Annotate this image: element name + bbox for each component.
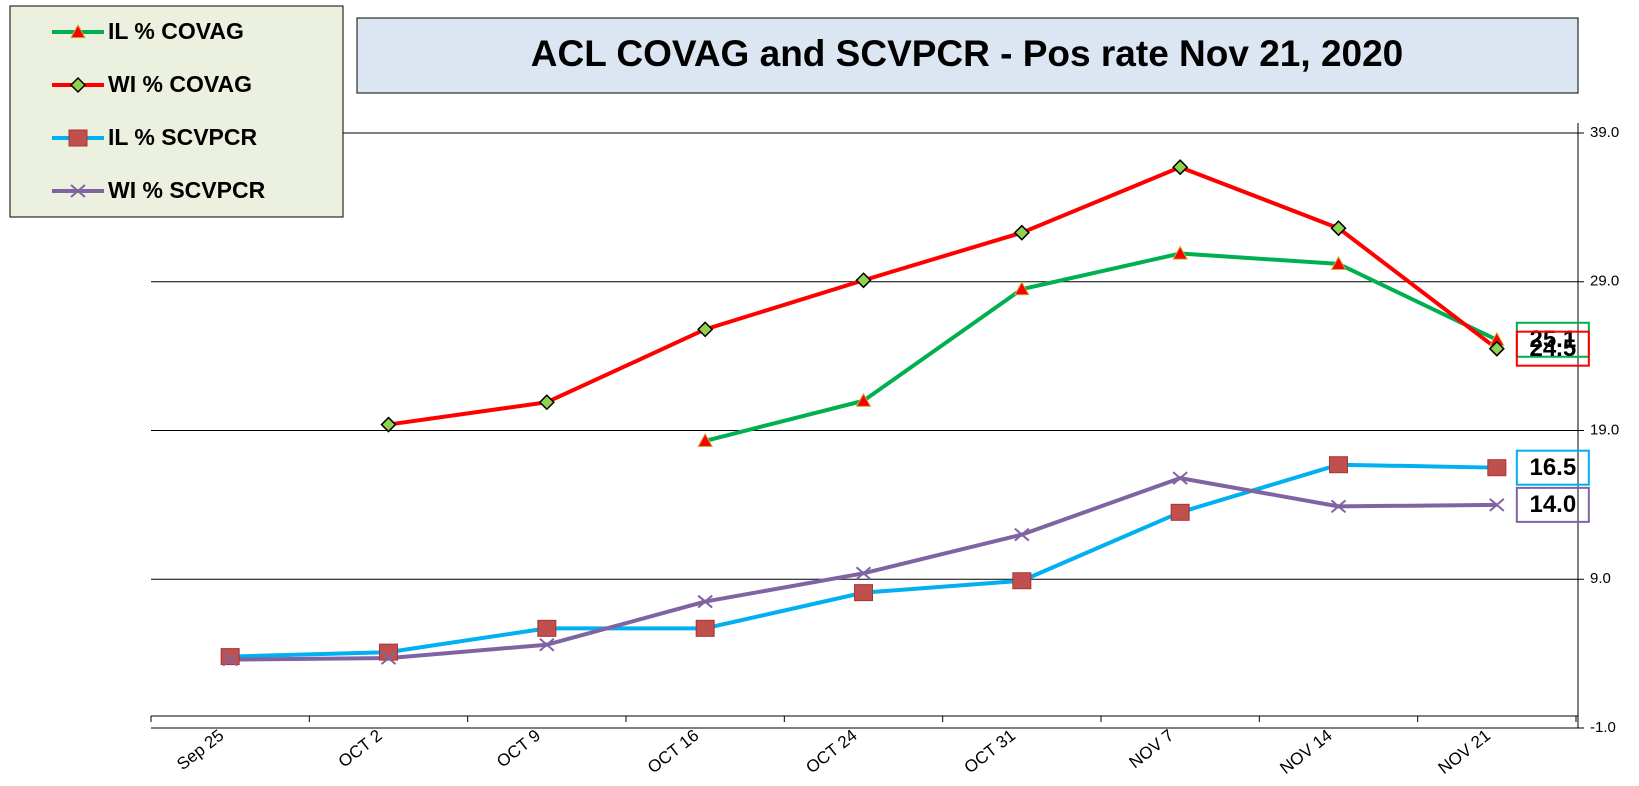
marker [380,651,397,665]
series-line [230,462,1497,659]
series-line [230,476,1497,662]
data-label: 24.5 [1529,335,1576,362]
x-tick-label: OCT 9 [493,726,544,772]
x-tick-label: OCT 16 [644,726,702,777]
data-label: 25.1 [1529,326,1576,353]
marker [1013,224,1030,241]
marker [537,619,557,637]
marker [1172,245,1189,260]
marker [697,594,713,609]
marker [1330,255,1347,270]
marker [380,416,397,433]
x-tick-label: NOV 21 [1435,726,1494,778]
legend-box [9,5,344,218]
marker [69,76,87,94]
marker [1329,456,1348,474]
y-tick-label: 39.0 [1590,124,1619,141]
series-line [388,165,1499,427]
marker [1172,471,1188,485]
marker [1330,499,1347,514]
data-label-box [1515,330,1590,367]
data-label-box [1515,449,1590,486]
y-tick-label: -1.0 [1590,719,1616,736]
chart-title: ACL COVAG and SCVPCR - Pos rate Nov 21, … [531,33,1404,74]
marker [539,637,555,652]
marker [1172,159,1189,176]
marker [538,394,555,411]
marker [1330,220,1347,237]
marker [697,321,714,338]
x-tick-label: NOV 14 [1276,726,1335,778]
legend-label: WI % SCVPCR [108,177,266,203]
data-label: 16.5 [1529,454,1576,481]
x-tick-label: OCT 24 [802,726,860,777]
x-tick-label: OCT 2 [335,726,386,772]
marker [854,584,873,602]
y-tick-label: 9.0 [1590,570,1611,587]
legend-label: WI % COVAG [108,71,252,97]
series-line [704,251,1498,443]
x-tick-label: NOV 7 [1125,726,1177,772]
marker [1487,459,1507,477]
marker [68,129,88,147]
marker [70,184,86,198]
title-box [356,17,1579,94]
x-tick-label: Sep 25 [173,726,227,774]
marker [855,272,872,289]
marker [1014,527,1030,542]
marker [855,392,872,407]
marker [70,23,86,39]
data-label-box [1515,486,1590,523]
marker [695,619,715,637]
legend-label: IL % SCVPCR [108,124,257,150]
marker [379,643,398,661]
marker [1013,281,1030,296]
marker [1488,340,1505,357]
y-tick-label: 19.0 [1590,421,1619,438]
legend-label: IL % COVAG [108,18,244,44]
marker [220,648,240,666]
legend: IL % COVAG WI % COVAG IL % SCVPCR WI % SCVP… [9,5,344,218]
marker [222,652,238,667]
marker [855,566,872,581]
marker [1012,572,1032,590]
data-label: 14.0 [1529,491,1576,518]
marker [1489,498,1505,512]
marker [1170,503,1190,521]
x-tick-label: OCT 31 [961,726,1019,777]
marker [697,432,714,448]
y-tick-label: 29.0 [1590,273,1619,290]
